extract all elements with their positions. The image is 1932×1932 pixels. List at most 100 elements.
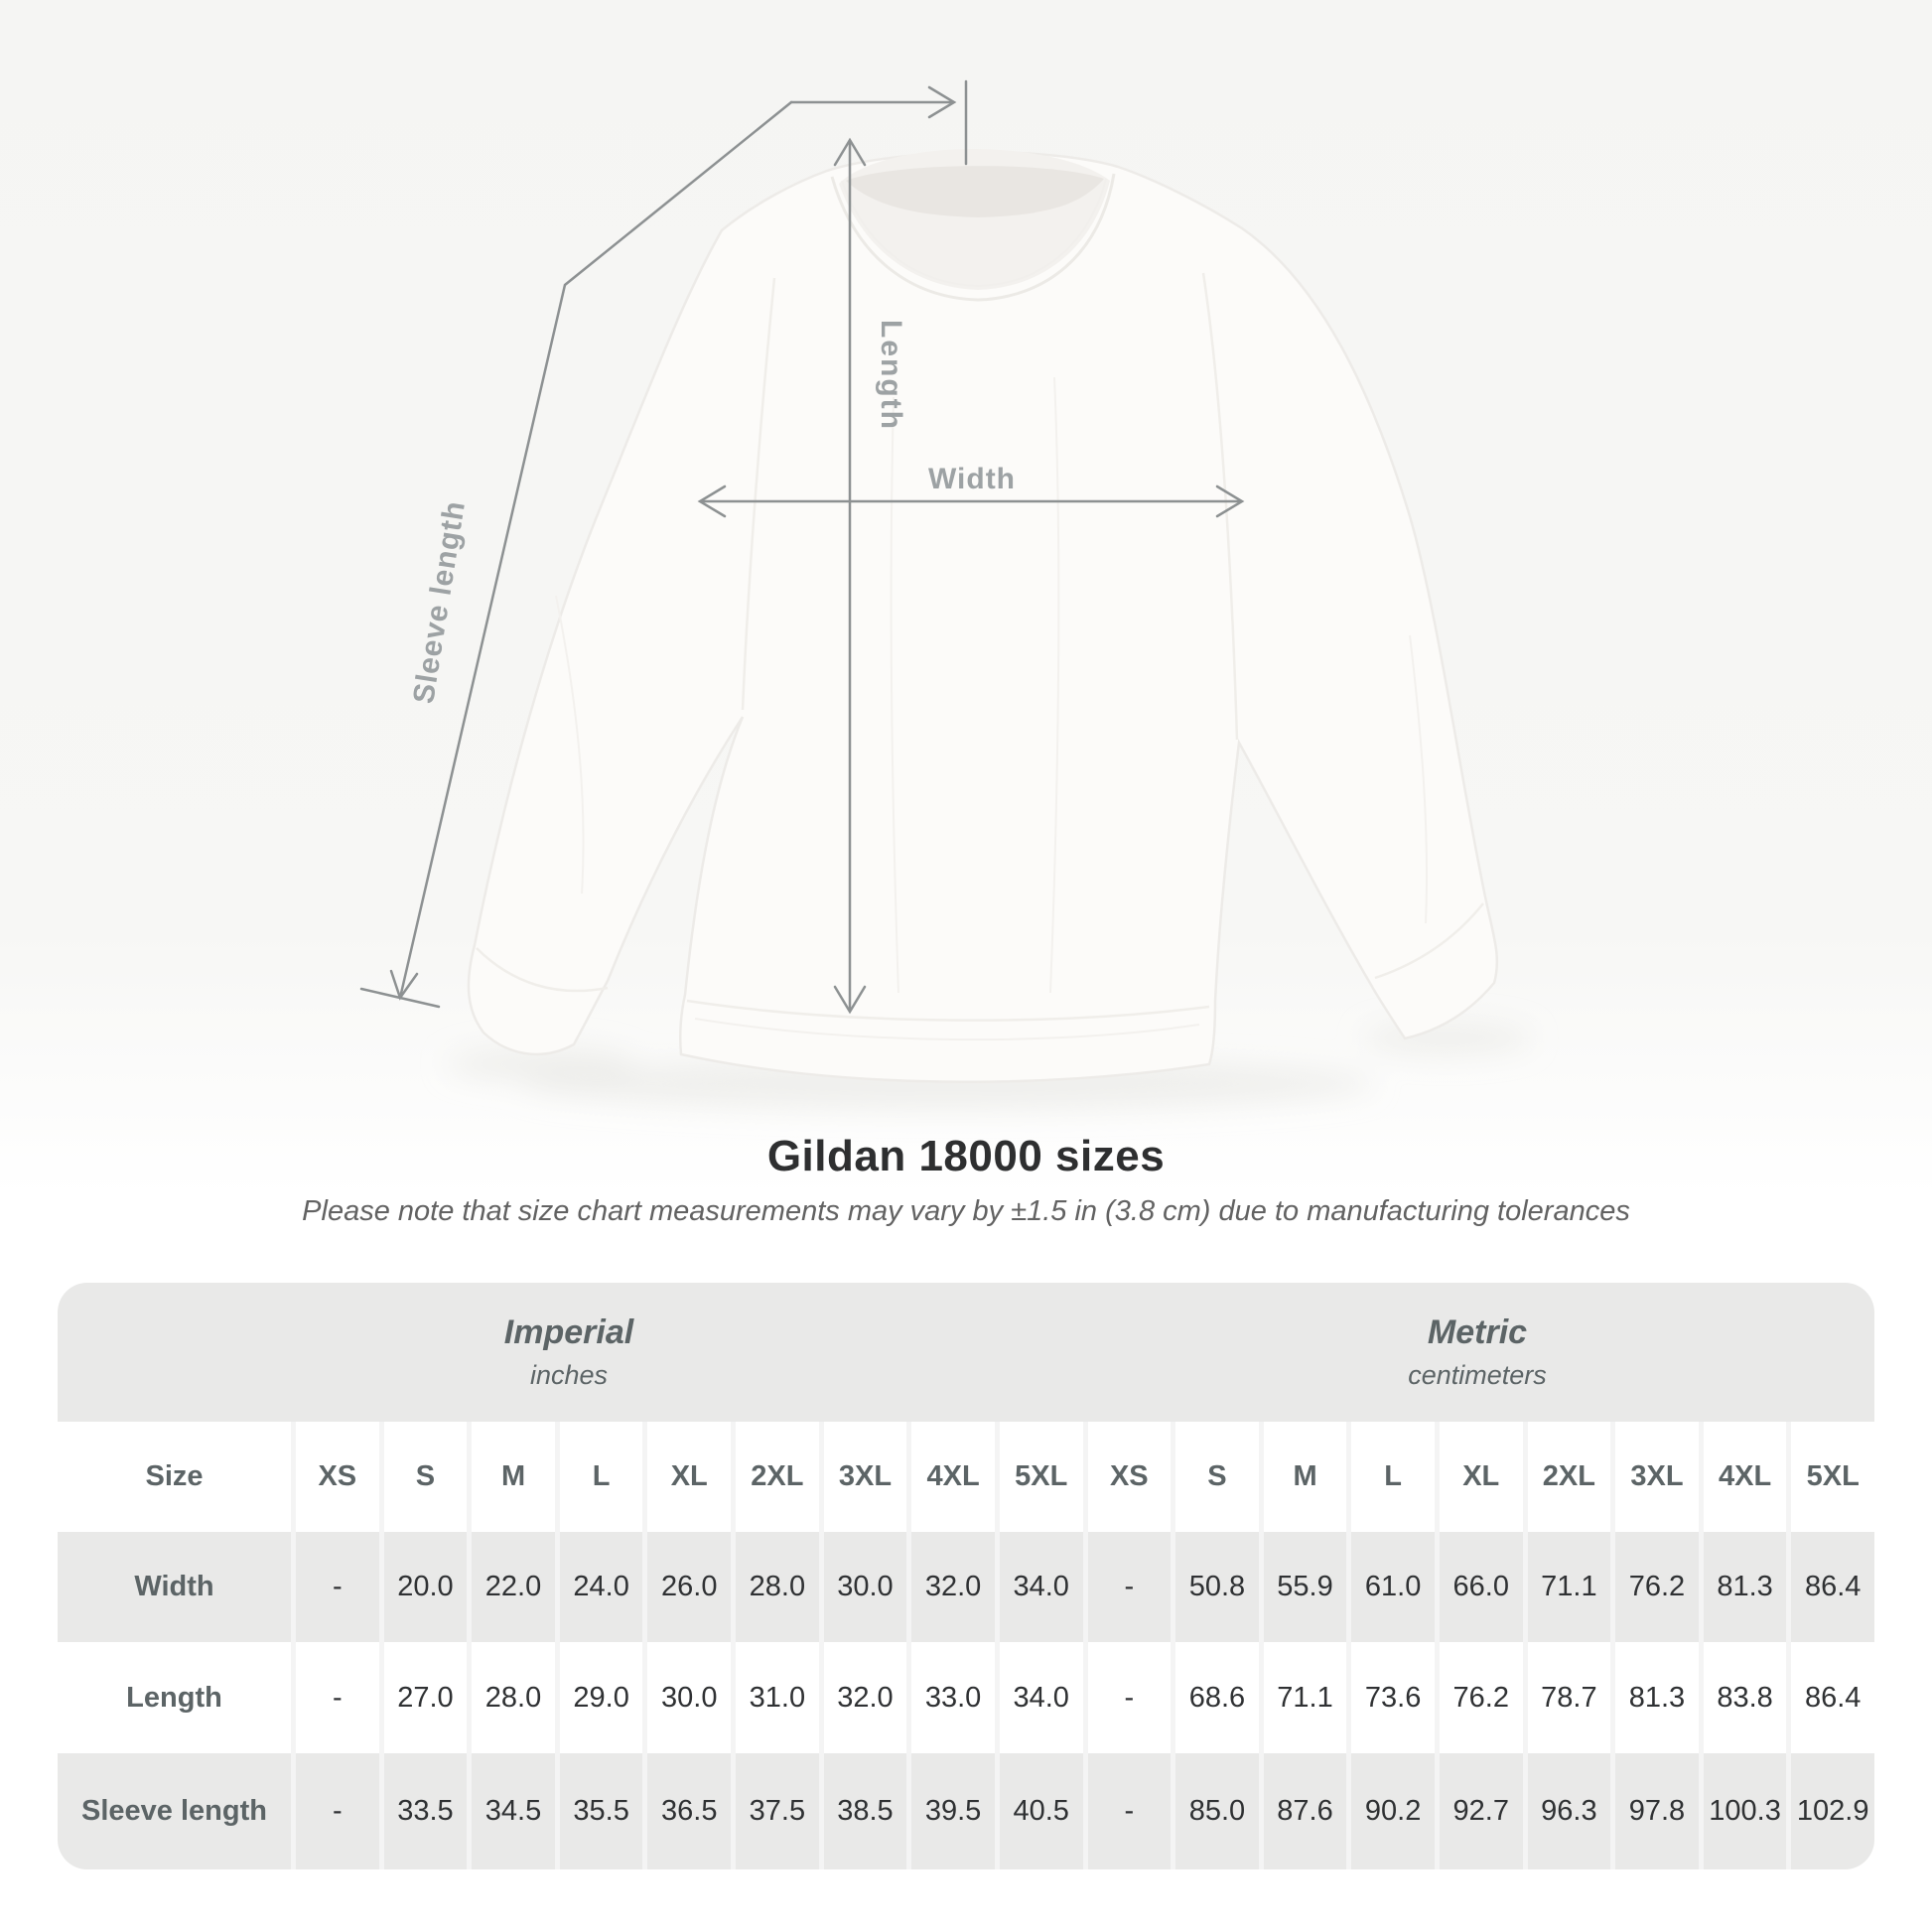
size-col-header: XS [291, 1422, 379, 1532]
cell-value: 39.5 [906, 1753, 995, 1869]
length-label: Length [875, 320, 907, 431]
size-col-header: L [554, 1422, 643, 1532]
unit-group-header-row: Imperial inches Metric centimeters [58, 1283, 1874, 1422]
group-metric-label: Metric [1427, 1313, 1528, 1351]
collar [830, 149, 1116, 302]
cell-value: - [291, 1532, 379, 1642]
sweatshirt [467, 149, 1499, 1083]
cell-value: 28.0 [467, 1642, 555, 1753]
cell-value: 92.7 [1434, 1753, 1523, 1869]
cell-value: 20.0 [378, 1532, 468, 1642]
cell-value: 36.5 [642, 1753, 732, 1869]
cell-value: 66.0 [1434, 1532, 1523, 1642]
dimension-lines [359, 79, 1245, 1015]
size-corner-header: Size [58, 1422, 291, 1532]
cell-value: 22.0 [467, 1532, 555, 1642]
cell-value: 34.0 [994, 1642, 1083, 1753]
page-title: Gildan 18000 sizes [766, 1132, 1166, 1180]
size-col-header: L [1346, 1422, 1435, 1532]
cell-value: 96.3 [1522, 1753, 1611, 1869]
cell-value: 33.5 [378, 1753, 468, 1869]
cell-value: 97.8 [1610, 1753, 1699, 1869]
cell-value: 27.0 [378, 1642, 468, 1753]
sleeve-length-line [359, 100, 793, 1009]
group-metric-unit: centimeters [1408, 1360, 1547, 1390]
cell-value: 68.6 [1171, 1642, 1259, 1753]
cell-value: 33.0 [906, 1642, 995, 1753]
size-col-header: XL [642, 1422, 732, 1532]
cell-value: 86.4 [1786, 1532, 1874, 1642]
size-col-header: 4XL [1698, 1422, 1787, 1532]
page-subtitle: Please note that size chart measurements… [302, 1195, 1630, 1227]
cell-value: 87.6 [1258, 1753, 1347, 1869]
cell-value: 50.8 [1171, 1532, 1259, 1642]
group-imperial: Imperial inches [58, 1283, 1080, 1422]
size-grid: Size XS S M L XL 2XL 3XL 4XL 5XL XS S M L XL 2XL 3XL 4XL 5… [58, 1422, 1874, 1869]
cell-value: - [1082, 1532, 1172, 1642]
size-col-header: 4XL [906, 1422, 995, 1532]
width-line [697, 484, 1245, 518]
size-col-header: 3XL [1610, 1422, 1699, 1532]
size-table: Imperial inches Metric centimeters Size X… [58, 1283, 1874, 1869]
length-line [833, 137, 867, 1015]
size-col-header: 2XL [1522, 1422, 1611, 1532]
cell-value: 55.9 [1258, 1532, 1347, 1642]
cell-value: 31.0 [731, 1642, 819, 1753]
size-col-header: S [1171, 1422, 1259, 1532]
size-col-header: 5XL [994, 1422, 1083, 1532]
cell-value: 61.0 [1346, 1532, 1435, 1642]
cell-value: 81.3 [1610, 1642, 1699, 1753]
cell-value: 102.9 [1786, 1753, 1874, 1869]
cell-value: 40.5 [994, 1753, 1083, 1869]
row-label: Sleeve length [58, 1753, 291, 1869]
cell-value: 35.5 [554, 1753, 643, 1869]
group-metric: Metric centimeters [1080, 1283, 1874, 1422]
width-label: Width [928, 463, 1016, 495]
cell-value: 78.7 [1522, 1642, 1611, 1753]
size-col-header: XL [1434, 1422, 1523, 1532]
cell-value: 71.1 [1522, 1532, 1611, 1642]
cell-value: - [1082, 1753, 1172, 1869]
product-photo-diagram: Length Width Sleeve length [0, 0, 1932, 1196]
size-col-header: M [467, 1422, 555, 1532]
cell-value: 76.2 [1434, 1642, 1523, 1753]
cell-value: - [291, 1642, 379, 1753]
size-col-header: 5XL [1786, 1422, 1874, 1532]
cell-value: 83.8 [1698, 1642, 1787, 1753]
cell-value: 32.0 [906, 1532, 995, 1642]
row-label: Length [58, 1642, 291, 1753]
garment-creases [555, 376, 1429, 1041]
cell-value: 85.0 [1171, 1753, 1259, 1869]
garment-seams [476, 272, 1484, 1022]
cell-value: - [291, 1753, 379, 1869]
cell-value: 76.2 [1610, 1532, 1699, 1642]
cell-value: 34.5 [467, 1753, 555, 1869]
cell-value: 37.5 [731, 1753, 819, 1869]
cell-value: 81.3 [1698, 1532, 1787, 1642]
group-imperial-unit: inches [529, 1360, 609, 1390]
size-col-header: S [378, 1422, 468, 1532]
neck-reference-line [789, 79, 968, 166]
group-imperial-label: Imperial [503, 1313, 634, 1351]
cell-value: 29.0 [554, 1642, 643, 1753]
cell-value: 34.0 [994, 1532, 1083, 1642]
cell-value: 73.6 [1346, 1642, 1435, 1753]
row-label: Width [58, 1532, 291, 1642]
size-col-header: M [1258, 1422, 1347, 1532]
cell-value: 71.1 [1258, 1642, 1347, 1753]
cell-value: - [1082, 1642, 1172, 1753]
cell-value: 26.0 [642, 1532, 732, 1642]
cell-value: 30.0 [818, 1532, 907, 1642]
cell-value: 100.3 [1698, 1753, 1787, 1869]
cell-value: 86.4 [1786, 1642, 1874, 1753]
cell-value: 30.0 [642, 1642, 732, 1753]
cell-value: 38.5 [818, 1753, 907, 1869]
cell-value: 90.2 [1346, 1753, 1435, 1869]
cell-value: 28.0 [731, 1532, 819, 1642]
cell-value: 32.0 [818, 1642, 907, 1753]
sweatshirt-diagram: Length Width Sleeve length [0, 0, 1932, 1196]
size-col-header: 2XL [731, 1422, 819, 1532]
cell-value: 24.0 [554, 1532, 643, 1642]
size-col-header: 3XL [818, 1422, 907, 1532]
size-col-header: XS [1082, 1422, 1172, 1532]
